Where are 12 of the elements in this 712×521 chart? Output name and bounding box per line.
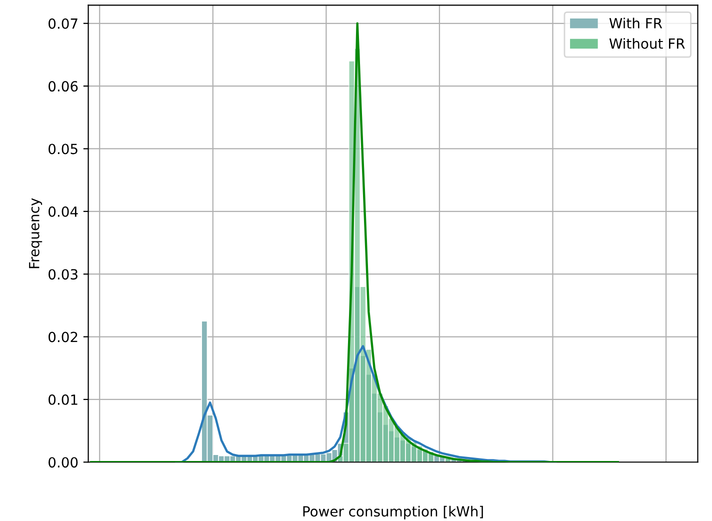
y-tick-label: 0.00: [48, 457, 78, 468]
y-tick-label: 0.06: [48, 81, 78, 92]
y-tick-label: 0.03: [48, 269, 78, 280]
y-tick-label: 0.07: [48, 18, 78, 29]
y-tick-label: 0.02: [48, 332, 78, 342]
y-tick-label: 0.05: [48, 144, 78, 154]
y-axis-title: Frequency: [29, 198, 42, 268]
x-axis-title: Power consumption [kWh]: [303, 506, 483, 520]
legend-label: With FR: [609, 18, 662, 28]
y-tick-label: 0.04: [48, 206, 78, 217]
legend-label: Without FR: [609, 38, 685, 49]
y-tick-label: 0.01: [48, 394, 78, 405]
